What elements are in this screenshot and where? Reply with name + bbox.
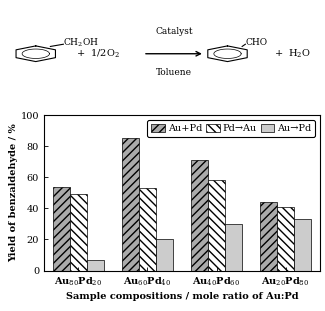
Bar xyxy=(277,207,294,271)
Bar xyxy=(294,219,311,271)
Bar xyxy=(87,260,104,271)
Bar xyxy=(208,180,225,271)
Bar xyxy=(225,224,242,271)
Bar xyxy=(260,202,277,271)
Bar xyxy=(191,160,208,271)
Legend: Au+Pd, Pd→Au, Au→Pd: Au+Pd, Pd→Au, Au→Pd xyxy=(147,120,315,137)
Text: +  1/2O$_2$: + 1/2O$_2$ xyxy=(76,48,119,60)
Text: Catalyst: Catalyst xyxy=(155,27,193,36)
Bar xyxy=(70,194,87,271)
Text: Toluene: Toluene xyxy=(156,68,192,77)
Text: +  H$_2$O: + H$_2$O xyxy=(274,48,311,60)
Bar xyxy=(122,138,139,271)
X-axis label: Sample compositions / mole ratio of Au:Pd: Sample compositions / mole ratio of Au:P… xyxy=(66,292,298,301)
Y-axis label: Yield of benzaldehyde / %: Yield of benzaldehyde / % xyxy=(9,123,18,262)
Bar xyxy=(53,187,70,271)
Bar xyxy=(156,239,173,271)
Text: CHO: CHO xyxy=(245,38,267,47)
Bar xyxy=(139,188,156,271)
Text: CH$_2$OH: CH$_2$OH xyxy=(63,36,99,49)
